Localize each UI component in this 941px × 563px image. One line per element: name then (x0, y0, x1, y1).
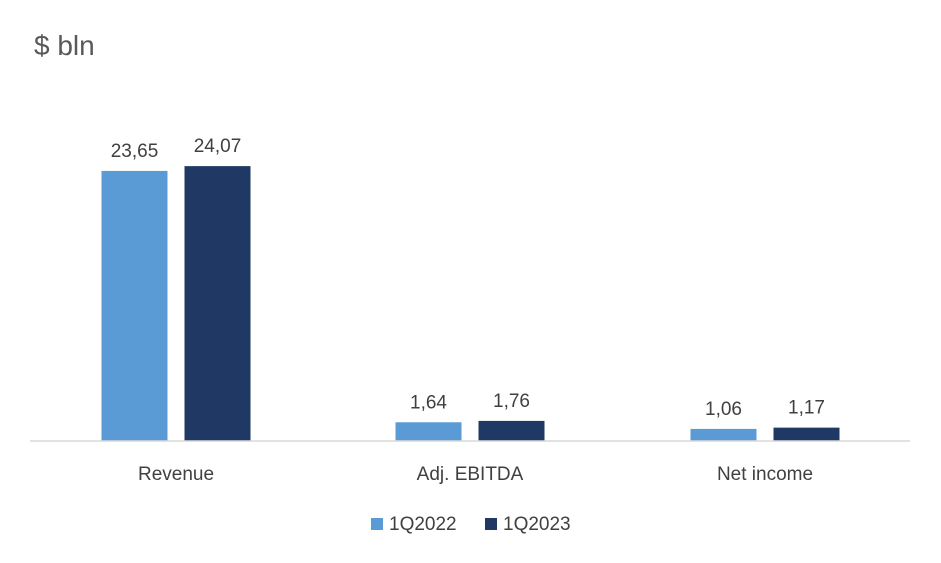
category-label: Revenue (138, 464, 214, 485)
data-label-net-income-1q2022: 1,06 (705, 399, 742, 420)
data-label-net-income-1q2023: 1,17 (788, 398, 825, 419)
data-label-adj-ebitda-1q2022: 1,64 (410, 392, 447, 413)
bars-layer (101, 166, 840, 442)
legend-label-1q2022: 1Q2022 (389, 514, 457, 535)
legend-swatch-1q2023 (485, 518, 497, 530)
bar-net-income-1q2022 (690, 428, 757, 441)
data-label-adj-ebitda-1q2023: 1,76 (493, 391, 530, 412)
bar-revenue-1q2023 (184, 166, 251, 441)
data-label-revenue-1q2022: 23,65 (111, 141, 159, 162)
data-label-revenue-1q2023: 24,07 (194, 136, 242, 157)
category-label: Adj. EBITDA (417, 464, 524, 485)
bar-adj-ebitda-1q2022 (395, 422, 462, 441)
bar-net-income-1q2023 (773, 427, 840, 441)
category-label: Net income (717, 464, 813, 485)
bar-adj-ebitda-1q2023 (478, 420, 545, 441)
bar-revenue-1q2022 (101, 170, 168, 442)
chart-title: $ bln (34, 30, 95, 61)
data-labels-layer: 23,65 24,07 1,64 1,76 1,06 1,17 (111, 136, 825, 420)
legend: 1Q2022 1Q2023 (371, 514, 571, 535)
legend-swatch-1q2022 (371, 518, 383, 530)
category-labels-layer: Revenue Adj. EBITDA Net income (138, 464, 813, 485)
legend-label-1q2023: 1Q2023 (503, 514, 571, 535)
